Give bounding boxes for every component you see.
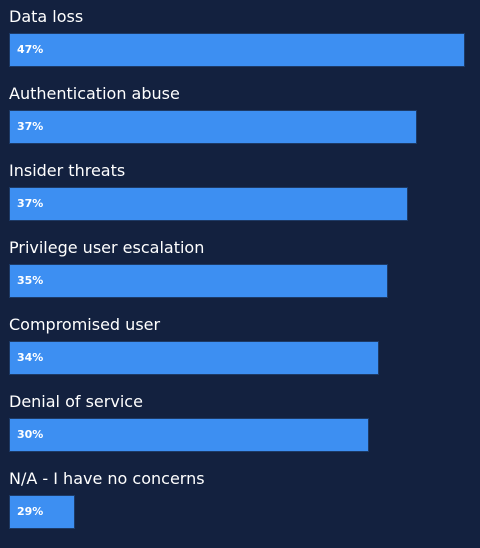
- bar-value-label: 35%: [17, 274, 44, 287]
- category-label: Insider threats: [9, 161, 126, 180]
- category-label: Compromised user: [9, 315, 161, 334]
- bar: 37%: [9, 110, 417, 144]
- category-label: N/A - I have no concerns: [9, 469, 205, 488]
- category-label: Authentication abuse: [9, 84, 180, 103]
- bar: 47%: [9, 33, 465, 67]
- bar: 29%: [9, 495, 75, 529]
- bar: 34%: [9, 341, 379, 375]
- category-label: Privilege user escalation: [9, 238, 205, 257]
- category-label: Data loss: [9, 7, 84, 26]
- bar-value-label: 30%: [17, 428, 44, 441]
- bar-value-label: 34%: [17, 351, 44, 364]
- bar: 30%: [9, 418, 369, 452]
- bar-value-label: 37%: [17, 197, 44, 210]
- bar: 35%: [9, 264, 388, 298]
- bar-value-label: 29%: [17, 505, 44, 518]
- bar-value-label: 47%: [17, 43, 44, 56]
- category-label: Denial of service: [9, 392, 143, 411]
- bar: 37%: [9, 187, 408, 221]
- bar-value-label: 37%: [17, 120, 44, 133]
